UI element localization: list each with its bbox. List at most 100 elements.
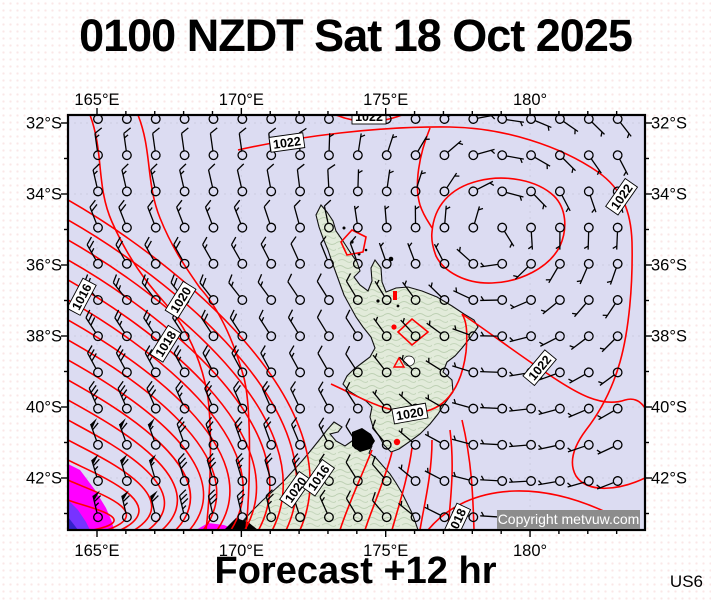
- barb-shaft: [328, 133, 331, 151]
- wind-barb: [424, 504, 450, 523]
- barb-shaft: [91, 459, 98, 478]
- station-circle: [237, 186, 248, 197]
- barb-full: [265, 457, 273, 465]
- barb-half: [435, 242, 440, 248]
- wind-barb: [112, 274, 132, 305]
- isobar-line: [391, 447, 413, 530]
- barb-half: [453, 435, 457, 441]
- barb-full: [115, 236, 121, 245]
- barb-full: [91, 353, 97, 362]
- barb-half: [480, 475, 485, 481]
- barb-shaft: [287, 281, 299, 297]
- station-circle: [179, 367, 190, 378]
- wind-barb: [121, 163, 132, 197]
- lon-label: 170°E: [219, 542, 264, 560]
- barb-half: [480, 331, 485, 337]
- barb-full: [145, 313, 151, 322]
- wind-barb: [150, 115, 161, 124]
- barb-full: [291, 417, 298, 425]
- wind-barb: [115, 236, 132, 269]
- wind-barb: [179, 127, 190, 161]
- barb-full: [150, 163, 158, 171]
- wind-barb: [263, 199, 277, 233]
- wind-barb: [567, 476, 594, 488]
- isobar-line: [68, 359, 205, 530]
- lon-label: 170°E: [219, 91, 264, 109]
- station-circle: [324, 439, 334, 450]
- barb-half: [509, 442, 514, 447]
- barb-shaft: [209, 133, 214, 152]
- closed-contour-pentagon: [340, 229, 367, 256]
- station-circle: [150, 222, 161, 233]
- station-circle: [583, 295, 594, 305]
- axis-ticks: [61, 108, 652, 537]
- lat-label: 32°S: [651, 115, 687, 133]
- barb-half: [576, 280, 582, 283]
- closed-contour-diamond: [396, 317, 430, 347]
- barb-full: [268, 127, 277, 134]
- wind-barb: [202, 345, 219, 378]
- station-circle: [352, 403, 363, 414]
- wind-barb: [540, 295, 565, 315]
- station-circle: [381, 186, 392, 197]
- lat-label: 38°S: [26, 328, 62, 346]
- barb-half: [290, 316, 294, 322]
- isobar-label-box: [391, 402, 429, 425]
- station-circle: [121, 186, 132, 197]
- wind-barb: [410, 170, 426, 197]
- wind-barb: [141, 274, 161, 305]
- barb-half: [538, 480, 543, 485]
- barb-half: [545, 279, 551, 281]
- station-circle: [121, 115, 132, 124]
- barb-shaft: [263, 206, 271, 224]
- barb-full: [121, 458, 129, 467]
- barb-full: [318, 453, 325, 462]
- barb-full: [202, 277, 207, 287]
- wind-barb: [583, 222, 594, 250]
- wind-barb: [295, 163, 306, 197]
- barb-half: [235, 207, 240, 212]
- barb-full: [144, 277, 149, 287]
- barb-shaft: [199, 282, 212, 298]
- wind-barb: [119, 454, 132, 486]
- station-circle: [439, 331, 450, 342]
- barb-full: [260, 345, 266, 354]
- barb-half: [267, 500, 273, 506]
- barb-shaft: [150, 495, 156, 514]
- barb-full: [265, 489, 273, 497]
- station-circle: [266, 115, 277, 124]
- station-circle: [93, 115, 103, 124]
- barb-half: [207, 392, 212, 398]
- barb-full: [209, 461, 217, 469]
- isobar-line: [419, 439, 433, 530]
- wind-barb: [569, 331, 594, 351]
- barb-shaft: [233, 206, 242, 224]
- barb-full: [114, 309, 120, 319]
- lat-label: 34°S: [26, 186, 62, 204]
- barb-shaft: [118, 423, 127, 441]
- wind-barb: [509, 331, 536, 343]
- barb-full: [236, 489, 245, 497]
- wind-barb: [597, 403, 623, 421]
- station-circle: [295, 222, 306, 233]
- barb-shaft: [202, 352, 213, 369]
- wind-barb: [287, 309, 306, 342]
- station-circle: [179, 222, 190, 233]
- barb-shaft: [232, 388, 242, 405]
- wind-barb: [468, 206, 484, 233]
- barb-full: [230, 236, 237, 245]
- wind-barb: [452, 362, 479, 378]
- wind-barb: [233, 199, 248, 233]
- barb-shaft: [260, 352, 270, 369]
- barb-full: [178, 421, 185, 429]
- barb-full: [118, 199, 125, 208]
- wind-barb: [260, 236, 277, 269]
- wind-barb: [235, 453, 248, 486]
- isobar-label-box: [68, 277, 97, 316]
- barb-half: [539, 341, 544, 346]
- barb-half: [458, 142, 464, 146]
- station-circle: [468, 150, 479, 161]
- wind-barb: [207, 489, 219, 523]
- barb-shaft: [480, 406, 498, 410]
